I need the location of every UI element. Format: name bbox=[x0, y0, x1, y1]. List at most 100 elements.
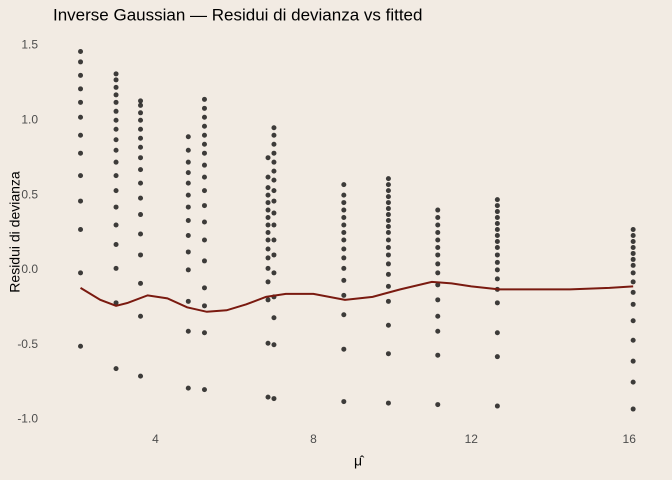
point bbox=[185, 147, 191, 153]
point bbox=[113, 188, 119, 194]
point bbox=[113, 366, 119, 372]
point bbox=[185, 170, 191, 176]
point bbox=[435, 313, 441, 319]
point bbox=[385, 351, 391, 357]
point bbox=[385, 206, 391, 212]
point bbox=[185, 218, 191, 224]
point bbox=[271, 252, 277, 258]
point bbox=[265, 207, 271, 213]
point bbox=[385, 261, 391, 267]
point bbox=[185, 267, 191, 273]
point bbox=[113, 126, 119, 132]
chart-title: Inverse Gaussian — Residui di devianza v… bbox=[53, 5, 422, 24]
point bbox=[385, 244, 391, 250]
point bbox=[385, 298, 391, 304]
point bbox=[341, 292, 347, 298]
x-tick-label: 16 bbox=[623, 432, 637, 446]
point bbox=[201, 258, 207, 264]
point bbox=[630, 232, 636, 238]
point bbox=[201, 188, 207, 194]
point bbox=[265, 237, 271, 243]
point bbox=[435, 270, 441, 276]
point bbox=[113, 117, 119, 123]
point bbox=[341, 277, 347, 283]
point bbox=[494, 259, 500, 265]
point bbox=[138, 102, 144, 108]
point bbox=[78, 173, 84, 179]
point bbox=[435, 207, 441, 213]
point bbox=[494, 227, 500, 233]
point bbox=[494, 300, 500, 306]
point bbox=[185, 159, 191, 165]
point bbox=[185, 232, 191, 238]
point bbox=[385, 200, 391, 206]
point bbox=[201, 285, 207, 291]
point bbox=[78, 270, 84, 276]
point bbox=[341, 200, 347, 206]
point bbox=[435, 252, 441, 258]
point bbox=[201, 303, 207, 309]
smooth-line bbox=[80, 280, 634, 313]
point bbox=[265, 265, 271, 271]
y-tick-label: 0.5 bbox=[21, 187, 38, 201]
point bbox=[630, 379, 636, 385]
point bbox=[138, 195, 144, 201]
point bbox=[201, 96, 207, 102]
point bbox=[78, 132, 84, 138]
point bbox=[113, 265, 119, 271]
point bbox=[265, 230, 271, 235]
point bbox=[201, 141, 207, 147]
point bbox=[201, 174, 207, 180]
point bbox=[385, 400, 391, 406]
point bbox=[113, 84, 119, 90]
point bbox=[201, 123, 207, 129]
point bbox=[138, 231, 144, 237]
point bbox=[341, 399, 347, 405]
point bbox=[138, 98, 144, 104]
point bbox=[341, 312, 347, 318]
point bbox=[201, 203, 207, 209]
point bbox=[138, 126, 144, 132]
point bbox=[385, 322, 391, 328]
point bbox=[265, 394, 271, 400]
point bbox=[271, 222, 277, 228]
point bbox=[78, 114, 84, 120]
point bbox=[185, 180, 191, 186]
point bbox=[435, 222, 441, 228]
point bbox=[494, 232, 500, 238]
point bbox=[435, 328, 441, 334]
point bbox=[435, 352, 441, 358]
point bbox=[185, 204, 191, 210]
point bbox=[138, 212, 144, 218]
x-tick-label: 4 bbox=[152, 432, 159, 446]
point bbox=[138, 280, 144, 286]
point bbox=[341, 246, 347, 252]
point bbox=[113, 92, 119, 98]
point bbox=[630, 244, 636, 250]
point bbox=[185, 192, 191, 198]
point bbox=[113, 173, 119, 179]
point bbox=[435, 282, 441, 288]
point bbox=[265, 215, 271, 221]
point bbox=[385, 218, 391, 224]
point bbox=[271, 342, 277, 348]
point bbox=[341, 222, 347, 228]
point bbox=[341, 207, 347, 213]
point bbox=[78, 59, 84, 65]
point bbox=[185, 249, 191, 255]
point bbox=[435, 261, 441, 267]
point bbox=[265, 222, 271, 228]
point bbox=[113, 99, 119, 105]
point bbox=[201, 105, 207, 111]
point bbox=[113, 71, 119, 77]
point bbox=[494, 197, 500, 203]
point bbox=[630, 227, 636, 233]
point bbox=[78, 343, 84, 349]
point bbox=[271, 188, 277, 194]
point bbox=[113, 137, 119, 143]
point bbox=[78, 227, 84, 233]
point bbox=[78, 198, 84, 204]
point bbox=[630, 238, 636, 244]
point bbox=[265, 340, 271, 346]
point bbox=[630, 406, 636, 412]
